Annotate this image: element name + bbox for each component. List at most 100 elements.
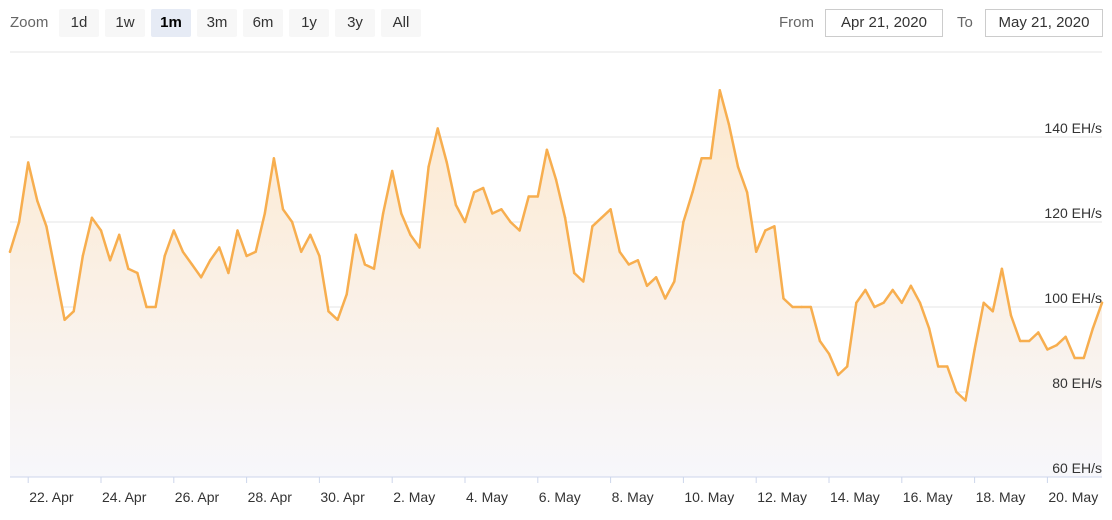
data-point (236, 229, 239, 232)
data-point (582, 280, 585, 283)
data-point (27, 161, 30, 164)
data-point (127, 267, 130, 270)
data-point (218, 246, 221, 249)
x-tick-label: 20. May (1048, 489, 1098, 505)
data-point (409, 233, 412, 236)
data-point (918, 301, 922, 304)
data-point (17, 220, 21, 224)
x-tick-label: 2. May (393, 489, 435, 505)
data-point (181, 250, 185, 253)
data-point (418, 246, 421, 249)
zoom-button-3y[interactable]: 3y (335, 9, 375, 37)
data-point (36, 199, 39, 202)
area-fill (10, 90, 1102, 478)
data-point (45, 225, 48, 228)
data-point (536, 195, 539, 198)
data-point (900, 301, 903, 304)
data-point (72, 310, 75, 313)
data-point (973, 348, 976, 351)
data-point (964, 399, 967, 402)
zoom-button-all[interactable]: All (381, 9, 421, 37)
data-point (855, 301, 858, 304)
x-tick-label: 30. Apr (320, 489, 365, 505)
data-point (846, 365, 849, 368)
data-point (427, 165, 430, 168)
zoom-button-1y[interactable]: 1y (289, 9, 329, 37)
data-point (654, 276, 658, 279)
data-point (627, 263, 630, 266)
data-point (363, 263, 367, 266)
data-point (445, 161, 448, 164)
y-tick-label: 140 EH/s (1044, 120, 1102, 136)
x-axis-labels: 22. Apr 24. Apr 26. Apr 28. Apr 30. Apr 2. Ma… (10, 476, 1102, 505)
data-point (1046, 348, 1049, 351)
data-point (736, 165, 740, 168)
zoom-button-3m[interactable]: 3m (197, 9, 237, 37)
data-point (400, 212, 403, 215)
data-point (955, 390, 958, 394)
data-point (163, 254, 166, 258)
data-point (190, 263, 194, 266)
data-point (1091, 327, 1095, 330)
data-point (136, 271, 139, 275)
data-point (718, 89, 721, 92)
data-point (472, 191, 476, 194)
data-point (227, 271, 230, 275)
x-tick-label: 28. Apr (248, 489, 293, 505)
data-point (81, 254, 85, 258)
data-point (1018, 339, 1022, 343)
data-point (545, 148, 549, 151)
data-point (108, 259, 112, 262)
data-point (318, 254, 321, 258)
data-point (664, 297, 667, 300)
data-point (618, 250, 621, 253)
from-date-input[interactable]: Apr 21, 2020 (825, 9, 943, 37)
x-tick-label: 4. May (466, 489, 508, 505)
data-point (518, 229, 521, 232)
zoom-button-1w[interactable]: 1w (105, 9, 145, 37)
x-tick-label: 22. Apr (29, 489, 74, 505)
data-point (554, 178, 558, 181)
hashrate-chart[interactable]: 60 EH/s 80 EH/s 100 EH/s 120 EH/s 140 EH/s 2… (0, 46, 1112, 520)
data-point (791, 305, 794, 309)
data-point (764, 229, 767, 232)
x-tick-label: 14. May (830, 489, 880, 505)
data-point (381, 212, 385, 215)
data-point (700, 157, 703, 160)
data-point (172, 229, 175, 232)
data-point (500, 208, 503, 211)
data-point (673, 280, 676, 283)
x-tick-label: 16. May (903, 489, 953, 505)
data-point (327, 310, 330, 313)
data-point (991, 310, 994, 313)
data-point (391, 169, 394, 173)
data-point (745, 191, 749, 194)
data-point (827, 352, 831, 355)
data-point (800, 305, 803, 309)
zoom-button-1m[interactable]: 1m (151, 9, 191, 37)
data-point (809, 305, 812, 309)
data-point (982, 301, 985, 304)
data-point (491, 212, 494, 215)
data-point (154, 305, 157, 309)
x-tick-label: 26. Apr (175, 489, 220, 505)
data-point (563, 216, 567, 219)
zoom-button-6m[interactable]: 6m (243, 9, 283, 37)
data-point (864, 288, 867, 292)
data-point (636, 259, 640, 262)
x-tick-label: 8. May (612, 489, 654, 505)
data-point (773, 225, 776, 228)
from-label: From (779, 14, 814, 31)
data-point (1037, 331, 1040, 334)
zoom-button-1d[interactable]: 1d (59, 9, 99, 37)
data-point (245, 254, 248, 258)
data-point (946, 365, 949, 368)
to-date-input[interactable]: May 21, 2020 (985, 9, 1103, 37)
data-point (509, 220, 512, 224)
x-tick-label: 24. Apr (102, 489, 147, 505)
data-point (463, 220, 467, 224)
data-point (145, 305, 148, 309)
data-point (63, 318, 66, 321)
data-point (727, 123, 731, 126)
data-point (354, 233, 357, 236)
